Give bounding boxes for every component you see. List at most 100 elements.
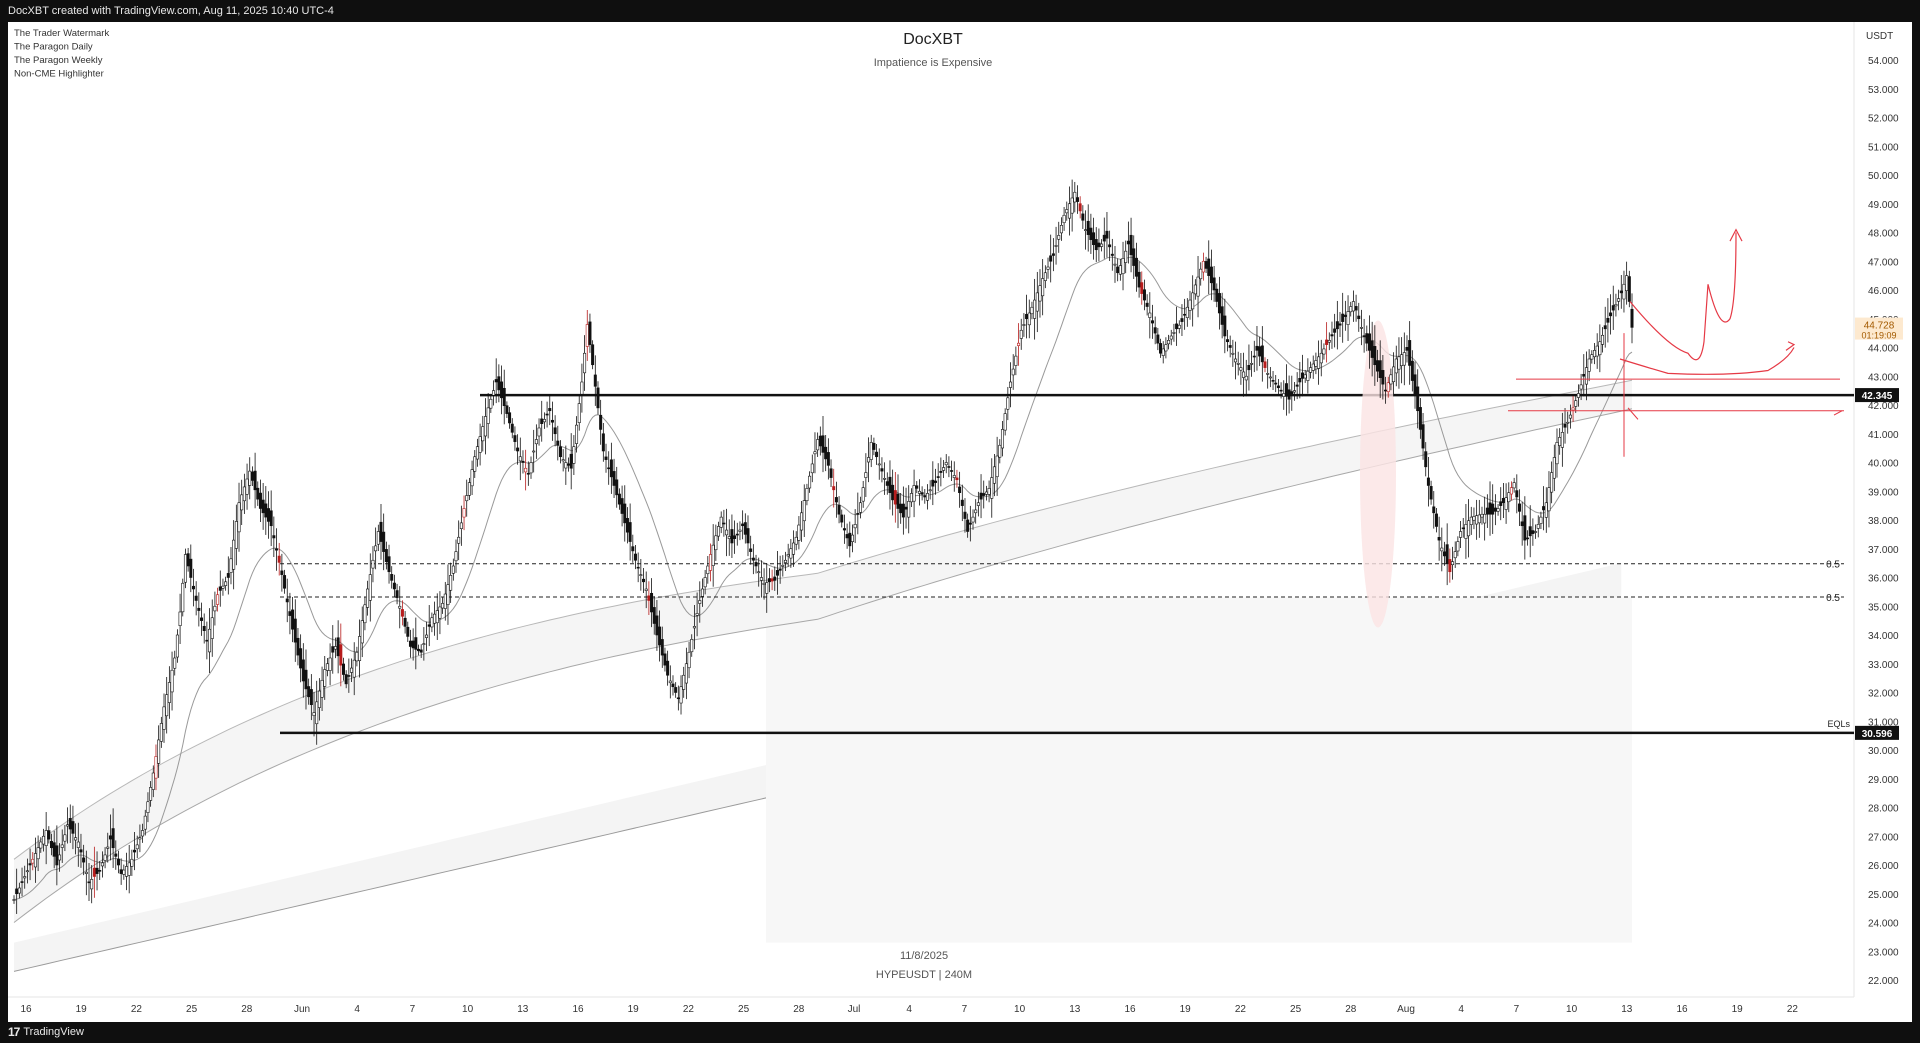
candle-body xyxy=(1413,374,1417,396)
indicator-label: The Paragon Daily xyxy=(14,42,93,53)
candle-body xyxy=(143,815,147,830)
candle-body xyxy=(802,500,806,522)
chart-title: DocXBT xyxy=(903,31,963,48)
candle-body xyxy=(84,871,88,874)
candle-body xyxy=(1584,367,1588,385)
candle-body xyxy=(1472,516,1476,521)
candle-body xyxy=(1017,342,1021,346)
candle-body xyxy=(1057,235,1061,240)
candle-body xyxy=(1263,361,1267,368)
candle-body xyxy=(832,486,836,491)
candle-body xyxy=(1260,345,1264,363)
candle-body xyxy=(106,846,110,849)
candle-body xyxy=(341,663,345,675)
x-tick-label: 22 xyxy=(1787,1004,1799,1015)
candle-body xyxy=(824,446,828,460)
candle-body xyxy=(433,613,437,624)
candle-body xyxy=(114,853,118,857)
candle-body xyxy=(1402,352,1406,366)
candle-body xyxy=(575,424,579,444)
candle-body xyxy=(1333,328,1337,333)
candle-body xyxy=(1515,490,1519,498)
candle-body xyxy=(291,609,295,630)
y-tick-label: 31.000 xyxy=(1868,717,1899,728)
x-tick-label: 7 xyxy=(962,1004,968,1015)
chart-subtitle: Impatience is Expensive xyxy=(874,57,993,69)
candle-body xyxy=(963,511,967,519)
x-tick-label: 22 xyxy=(683,1004,695,1015)
price-chart[interactable]: 54.000 53.000 52.000 51.000 50.000 49.000 48.0… xyxy=(8,22,1912,1022)
candle-body xyxy=(553,427,557,435)
candle-body xyxy=(899,503,903,514)
candle-body xyxy=(1287,389,1291,400)
candle-body xyxy=(1464,524,1468,539)
liquidity-sweep-highlight xyxy=(1360,320,1396,628)
candle-body xyxy=(990,477,994,499)
candle-body xyxy=(968,522,972,525)
candle-body xyxy=(733,535,737,539)
footer-brand[interactable]: TradingView xyxy=(23,1026,84,1038)
candle-body xyxy=(411,640,415,649)
candle-body xyxy=(1086,220,1090,235)
candle-body xyxy=(615,479,619,496)
x-tick-label: 13 xyxy=(1621,1004,1633,1015)
candle-body xyxy=(374,545,378,552)
candle-body xyxy=(939,470,943,473)
x-tick-label: 25 xyxy=(1290,1004,1302,1015)
candle-body xyxy=(1242,371,1246,378)
candle-body xyxy=(454,551,458,562)
candle-body xyxy=(591,344,595,366)
candle-body xyxy=(1445,544,1449,565)
candle-body xyxy=(1129,234,1133,256)
tradingview-logo-icon[interactable]: 17 xyxy=(8,1025,20,1039)
candle-body xyxy=(443,593,447,609)
candle-body xyxy=(521,460,525,463)
candle-body xyxy=(880,468,884,472)
candle-body xyxy=(765,582,769,594)
candle-body xyxy=(885,481,889,486)
candle-body xyxy=(1078,203,1082,212)
candle-body xyxy=(542,419,546,423)
candle-body xyxy=(366,588,370,608)
candle-body xyxy=(700,588,704,597)
candle-body xyxy=(1384,389,1388,392)
candle-body xyxy=(39,841,43,849)
candle-body xyxy=(248,470,252,486)
candle-body xyxy=(893,490,897,505)
candle-body xyxy=(1177,324,1181,329)
x-tick-label: 19 xyxy=(628,1004,640,1015)
candle-body xyxy=(1601,334,1605,345)
candle-body xyxy=(1276,385,1280,389)
candle-body xyxy=(934,480,938,483)
candle-body xyxy=(1528,526,1532,537)
candle-body xyxy=(1598,341,1602,356)
candle-body xyxy=(392,582,396,590)
candle-body xyxy=(604,456,608,460)
candle-body xyxy=(1204,261,1208,269)
candle-body xyxy=(1169,335,1173,340)
candle-body xyxy=(1027,312,1031,326)
candle-body xyxy=(264,503,268,518)
candle-body xyxy=(1000,429,1004,449)
candle-body xyxy=(976,502,980,506)
candle-body xyxy=(1234,358,1238,363)
candle-body xyxy=(100,862,104,867)
candle-body xyxy=(666,660,670,676)
candle-body xyxy=(1292,390,1296,393)
y-tick-label: 24.000 xyxy=(1868,919,1899,930)
candle-body xyxy=(1118,265,1122,275)
candle-body xyxy=(1244,375,1248,381)
candle-body xyxy=(808,475,812,489)
candle-body xyxy=(738,529,742,532)
candle-body xyxy=(1282,393,1286,397)
candle-body xyxy=(197,607,201,611)
candle-body xyxy=(200,617,204,621)
candle-body xyxy=(628,522,632,542)
candle-body xyxy=(221,585,225,589)
candle-body xyxy=(1517,503,1521,512)
projection-tick xyxy=(1627,407,1639,420)
candle-body xyxy=(577,403,581,423)
candle-body xyxy=(682,674,686,690)
candle-body xyxy=(344,674,348,685)
y-tick-label: 22.000 xyxy=(1868,976,1899,987)
